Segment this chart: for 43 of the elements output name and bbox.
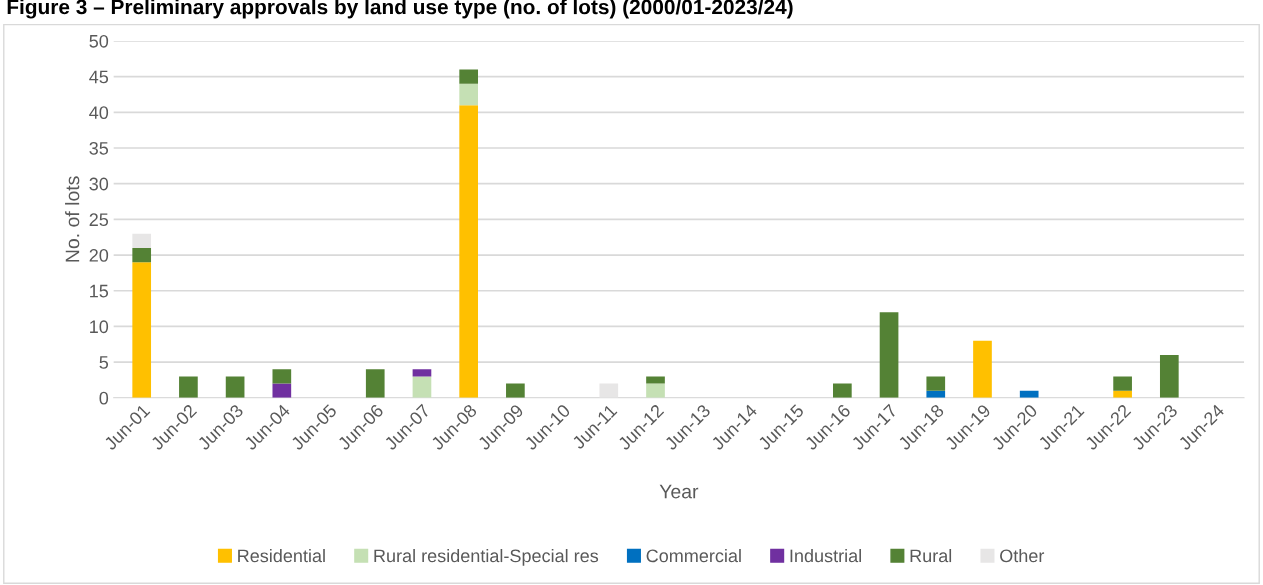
bar bbox=[973, 340, 992, 398]
bar bbox=[506, 383, 525, 398]
bar bbox=[132, 233, 152, 248]
y-tick-label: 45 bbox=[89, 70, 109, 84]
y-tick-label: 15 bbox=[90, 284, 109, 298]
bar bbox=[459, 83, 479, 106]
y-tick-label: 0 bbox=[99, 391, 109, 405]
y-tick-label: 50 bbox=[89, 34, 109, 48]
bar bbox=[879, 312, 899, 398]
y-tick-label: 5 bbox=[99, 356, 109, 369]
y-axis-title: No. of lots bbox=[65, 176, 80, 262]
bar bbox=[459, 105, 479, 398]
y-tick-label: 40 bbox=[89, 106, 109, 120]
legend-label: Other bbox=[1000, 548, 1045, 563]
legend-label: Residential bbox=[238, 548, 325, 563]
y-tick-label: 10 bbox=[90, 320, 109, 334]
bar bbox=[412, 376, 432, 398]
bar bbox=[1113, 376, 1132, 391]
y-tick-label: 25 bbox=[89, 213, 109, 227]
bar bbox=[365, 369, 385, 398]
bar bbox=[646, 383, 665, 398]
bar bbox=[225, 376, 245, 398]
y-tick-label: 30 bbox=[89, 177, 109, 191]
x-axis-title: Year bbox=[659, 484, 699, 499]
y-tick-label: 35 bbox=[89, 141, 109, 155]
y-tick-label: 20 bbox=[89, 248, 109, 262]
bar bbox=[1159, 354, 1179, 398]
bar bbox=[833, 383, 852, 398]
bar bbox=[132, 247, 152, 263]
chart-title: Figure 3 – Preliminary approvals by land use type (no. of lots) (2000/01-2023/24) bbox=[7, 0, 793, 19]
bar bbox=[132, 262, 152, 398]
bar bbox=[459, 69, 479, 84]
legend-label: Rural bbox=[910, 548, 952, 563]
bar bbox=[272, 383, 292, 398]
bar bbox=[926, 376, 946, 391]
bar bbox=[272, 369, 292, 384]
bar bbox=[412, 369, 432, 377]
legend-label: Commercial bbox=[646, 548, 741, 563]
legend-label: Industrial bbox=[790, 548, 861, 563]
bar bbox=[599, 383, 619, 398]
bar bbox=[646, 376, 665, 384]
legend-label: Rural residential-Special res bbox=[374, 548, 599, 566]
bar bbox=[179, 376, 198, 398]
